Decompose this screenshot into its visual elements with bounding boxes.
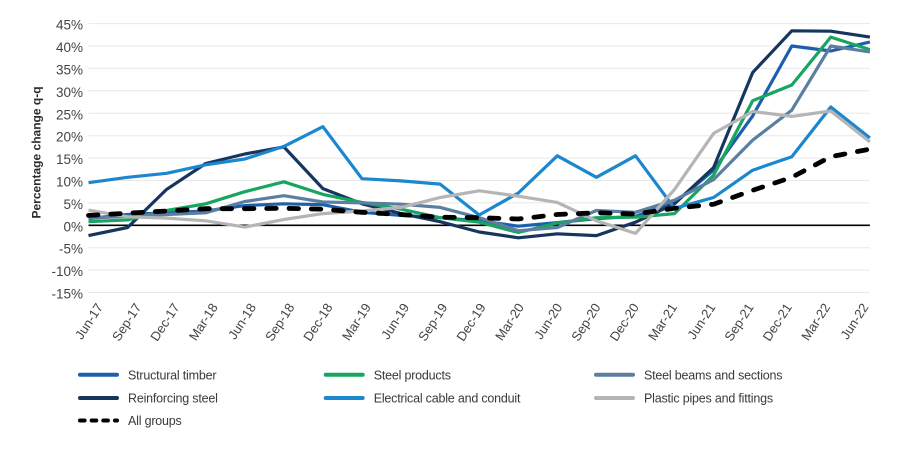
svg-text:Steel beams and sections: Steel beams and sections [644,368,782,382]
svg-text:45%: 45% [56,18,83,33]
svg-text:40%: 40% [56,40,83,55]
svg-text:Reinforcing steel: Reinforcing steel [128,392,218,406]
svg-text:15%: 15% [56,152,83,167]
svg-text:Structural timber: Structural timber [128,368,216,382]
svg-text:10%: 10% [56,175,83,190]
svg-text:25%: 25% [56,107,83,122]
svg-text:0%: 0% [63,219,83,234]
svg-text:Electrical cable and conduit: Electrical cable and conduit [374,392,521,406]
svg-text:5%: 5% [63,197,83,212]
svg-text:Percentage change q-q: Percentage change q-q [30,86,44,218]
svg-text:-5%: -5% [59,242,83,257]
svg-text:All groups: All groups [128,414,182,428]
svg-text:-15%: -15% [51,287,83,302]
svg-text:-10%: -10% [51,264,83,279]
svg-text:20%: 20% [56,130,83,145]
svg-text:30%: 30% [56,85,83,100]
svg-text:Steel products: Steel products [374,368,451,382]
svg-text:35%: 35% [56,62,83,77]
svg-text:Plastic pipes and fittings: Plastic pipes and fittings [644,392,773,406]
